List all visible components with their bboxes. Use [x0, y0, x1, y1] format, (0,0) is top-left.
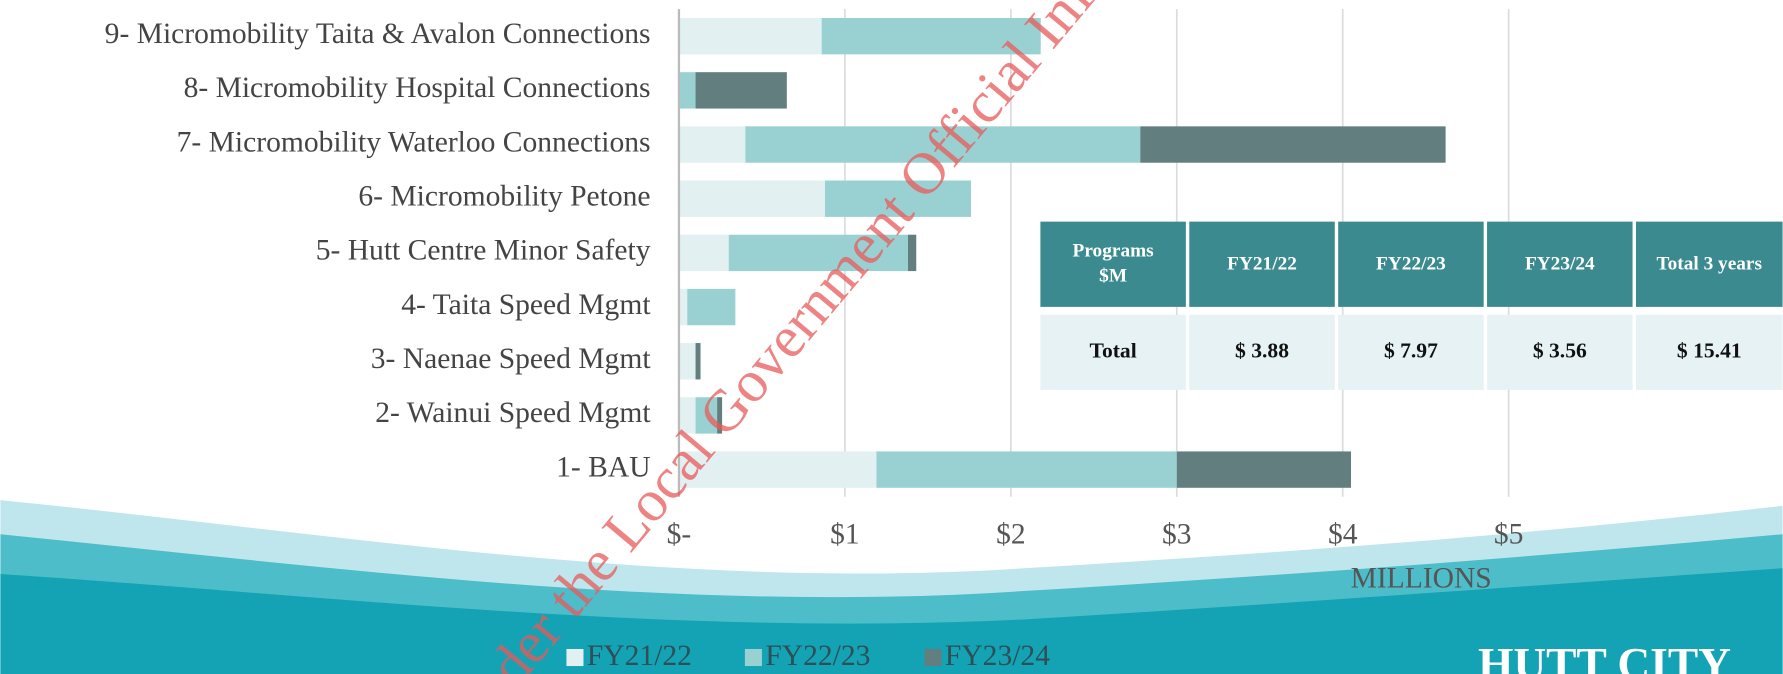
bar-segment: [696, 343, 701, 379]
header-cell: [1040, 222, 1185, 307]
bar-segment: [1140, 126, 1445, 162]
cell-text: $ 3.56: [1533, 338, 1587, 362]
y-tick-label: 9- Micromobility Taita & Avalon Connecti…: [105, 18, 651, 50]
x-tick-label: $5: [1494, 518, 1524, 550]
bar-segment: [679, 126, 745, 162]
legend-label: FY22/23: [765, 640, 870, 672]
y-tick-label: 5- Hutt Centre Minor Safety: [316, 235, 651, 267]
cell-text: Total: [1090, 338, 1137, 362]
cell-text: $ 7.97: [1384, 338, 1438, 362]
x-tick-label: $1: [830, 518, 860, 550]
legend: FY21/22 FY22/23 FY23/24: [566, 640, 1050, 672]
bar-segment: [1177, 451, 1351, 487]
legend-label: FY21/22: [587, 640, 692, 672]
cell-text: $ 3.88: [1235, 338, 1289, 362]
x-tick-label: $2: [996, 518, 1026, 550]
y-tick-label: 2- Wainui Speed Mgmt: [375, 397, 651, 429]
header-text: FY22/23: [1376, 253, 1446, 274]
y-tick-label: 6- Micromobility Petone: [358, 180, 650, 212]
x-tick-label: $3: [1162, 518, 1192, 550]
header-text: FY23/24: [1525, 253, 1595, 274]
bar-segment: [679, 18, 822, 54]
logo: HUTT CITY: [1478, 638, 1731, 674]
legend-swatch: [924, 649, 941, 666]
y-tick-label: 3- Naenae Speed Mgmt: [371, 343, 652, 375]
y-tick-label: 4- Taita Speed Mgmt: [401, 289, 651, 321]
bar-segment: [679, 235, 729, 271]
bar-segment: [687, 289, 735, 325]
bar-segment: [696, 72, 787, 108]
x-axis-title: MILLIONS: [1351, 563, 1492, 595]
legend-label: FY23/24: [945, 640, 1050, 672]
page: $-$1$2$3$4$59- Micromobility Taita & Ava…: [0, 0, 1783, 674]
cell-text: $ 15.41: [1677, 338, 1742, 362]
chart: $-$1$2$3$4$59- Micromobility Taita & Ava…: [0, 0, 1783, 674]
bar-segment: [679, 72, 696, 108]
legend-swatch: [745, 649, 762, 666]
bar-segment: [679, 181, 825, 217]
header-text: FY21/22: [1227, 253, 1297, 274]
x-tick-label: $4: [1328, 518, 1358, 550]
legend-swatch: [566, 649, 583, 666]
y-tick-label: 7- Micromobility Waterloo Connections: [177, 126, 651, 158]
bar-segment: [679, 289, 687, 325]
y-tick-label: 8- Micromobility Hospital Connections: [184, 72, 651, 104]
bar-segment: [876, 451, 1176, 487]
bar-segment: [679, 343, 696, 379]
header-text: Total 3 years: [1657, 253, 1763, 274]
